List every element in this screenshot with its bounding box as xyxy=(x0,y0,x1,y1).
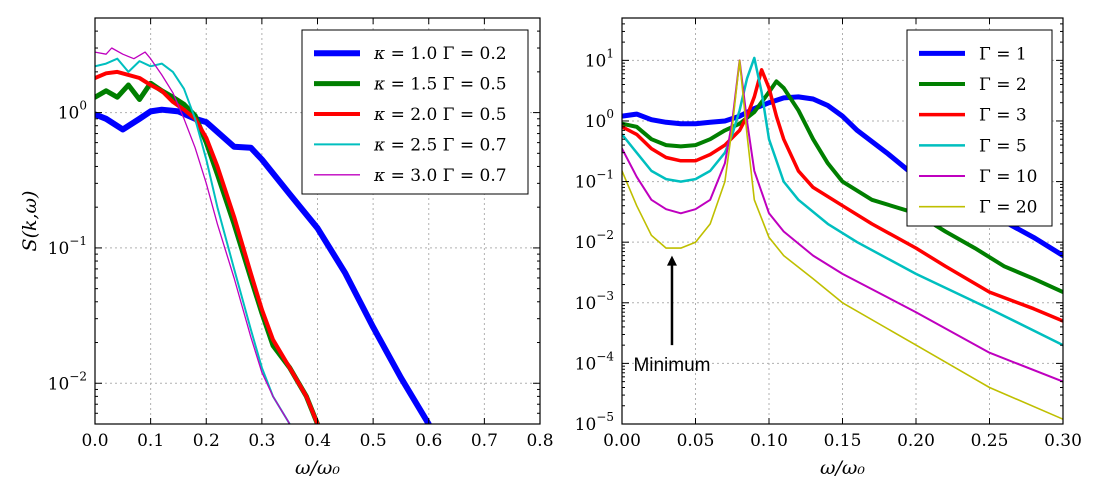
y-axis: 10−2 10−1 100 xyxy=(48,30,540,414)
x-tick-label: 0.4 xyxy=(304,431,331,451)
x-tick-label: 0.7 xyxy=(471,431,498,451)
y-tick-label: 100 xyxy=(58,99,87,124)
series-line-2 xyxy=(95,80,320,424)
x-tick-label: 0.5 xyxy=(360,431,387,451)
y-tick-label: 10−1 xyxy=(575,168,614,193)
x-tick-label: 0.00 xyxy=(603,431,641,451)
x-tick-label: 0.8 xyxy=(526,431,553,451)
y-tick-label: 100 xyxy=(585,107,614,132)
x-tick-label: 0.25 xyxy=(971,431,1009,451)
series-line-5 xyxy=(95,47,291,424)
legend-label-4: κ = 2.5 Γ = 0.7 xyxy=(373,135,507,155)
y-tick-label: 10−1 xyxy=(48,234,87,259)
legend-label-6: Γ = 20 xyxy=(979,198,1038,218)
x-tick-label: 0.0 xyxy=(81,431,108,451)
y-tick-label: 101 xyxy=(585,46,614,71)
legend-label-4: Γ = 5 xyxy=(979,136,1027,156)
x-axis-label: ω/ω₀ xyxy=(295,457,340,479)
x-axis: 0.00 0.05 0.10 0.15 0.20 0.25 0.30 xyxy=(603,18,1082,451)
y-axis-label: S(k,ω) xyxy=(19,191,41,252)
annotation-text: Minimum xyxy=(633,355,710,376)
legend-label-1: Γ = 1 xyxy=(979,44,1027,64)
legend: κ = 1.0 Γ = 0.2 κ = 1.5 Γ = 0.5 κ = 2.0 Γ … xyxy=(301,29,529,195)
series-line-3 xyxy=(622,68,1063,323)
x-axis-label: ω/ω₀ xyxy=(820,457,865,479)
legend-label-3: κ = 2.0 Γ = 0.5 xyxy=(373,105,507,125)
x-tick-label: 0.6 xyxy=(415,431,442,451)
legend-label-5: κ = 3.0 Γ = 0.7 xyxy=(373,166,507,186)
x-axis: 0.0 0.1 0.2 0.3 0.4 0.5 0.6 0.7 0.8 xyxy=(81,18,554,451)
series-group xyxy=(95,47,432,424)
x-tick-label: 0.20 xyxy=(897,431,935,451)
x-tick-label: 0.10 xyxy=(750,431,788,451)
y-tick-label: 10−2 xyxy=(575,228,614,253)
legend-label-2: Γ = 2 xyxy=(979,75,1027,95)
right-chart-panel: 0.00 0.05 0.10 0.15 0.20 0.25 0.30 10−5 10−4 10−3… xyxy=(575,17,1082,479)
annotation-arrow-head xyxy=(666,255,677,266)
y-axis: 10−5 10−4 10−3 10−2 10−1 100 101 xyxy=(575,23,1063,435)
legend-label-1: κ = 1.0 Γ = 0.2 xyxy=(373,44,507,64)
series-line-4 xyxy=(622,56,1063,347)
legend: Γ = 1 Γ = 2 Γ = 3 Γ = 5 Γ = 10 Γ = 20 xyxy=(906,29,1053,227)
y-tick-label: 10−3 xyxy=(575,289,614,314)
series-line-6 xyxy=(622,59,1063,421)
series-line-2 xyxy=(622,79,1063,295)
x-tick-label: 0.30 xyxy=(1044,431,1082,451)
legend-label-3: Γ = 3 xyxy=(979,106,1027,126)
legend-label-5: Γ = 10 xyxy=(979,167,1038,187)
x-tick-label: 0.3 xyxy=(248,431,275,451)
x-tick-label: 0.05 xyxy=(677,431,715,451)
y-tick-label: 10−5 xyxy=(575,410,614,435)
series-line-1 xyxy=(95,106,432,424)
legend-label-2: κ = 1.5 Γ = 0.5 xyxy=(373,75,507,95)
y-tick-label: 10−2 xyxy=(48,369,87,394)
y-tick-label: 10−4 xyxy=(575,349,615,374)
left-chart-panel: 0.0 0.1 0.2 0.3 0.4 0.5 0.6 0.7 0.8 10−2 10−1 100 ω/… xyxy=(19,17,554,479)
series-line-4 xyxy=(95,57,291,424)
x-tick-label: 0.15 xyxy=(824,431,862,451)
x-tick-label: 0.1 xyxy=(137,431,164,451)
legend-box xyxy=(906,29,1053,227)
x-tick-label: 0.2 xyxy=(193,431,220,451)
